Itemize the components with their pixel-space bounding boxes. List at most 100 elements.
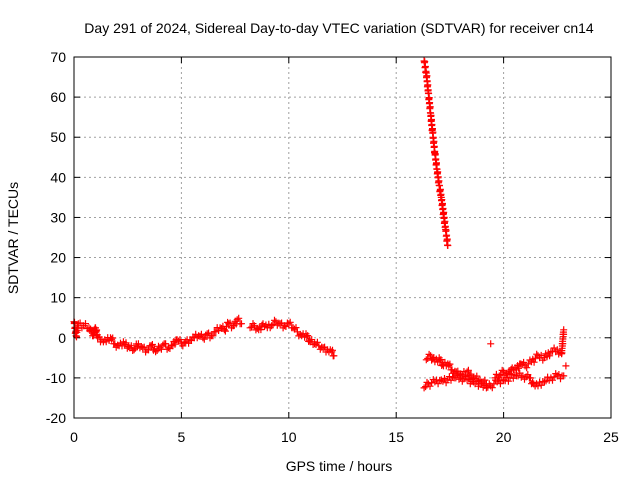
data-point — [428, 379, 436, 387]
y-tick-label: 30 — [50, 209, 66, 225]
data-point — [82, 320, 89, 328]
data-point — [200, 335, 208, 343]
y-tick-label: 10 — [50, 290, 66, 306]
data-point — [292, 324, 300, 332]
x-tick-label: 25 — [603, 429, 619, 445]
data-point — [122, 339, 130, 347]
data-point — [523, 364, 531, 372]
data-point — [285, 320, 293, 328]
data-point — [496, 380, 504, 388]
x-tick-label: 10 — [281, 429, 297, 445]
y-tick-label: -10 — [46, 370, 66, 386]
data-point — [304, 332, 312, 340]
data-point — [152, 348, 160, 356]
data-point — [276, 320, 284, 328]
data-point — [127, 342, 135, 350]
series-segment-spike — [420, 57, 452, 249]
data-point — [464, 366, 472, 374]
data-point — [488, 384, 496, 392]
data-point — [562, 362, 570, 370]
data-point — [446, 360, 454, 368]
data-point — [529, 378, 537, 386]
data-point — [286, 318, 294, 326]
x-tick-label: 5 — [178, 429, 186, 445]
y-tick-label: 0 — [58, 330, 66, 346]
data-point — [449, 373, 457, 381]
data-point — [443, 235, 451, 243]
data-point — [257, 326, 265, 334]
data-point — [121, 340, 129, 348]
grid-lines — [74, 57, 611, 418]
data-point — [328, 348, 336, 356]
y-tick-label: 40 — [50, 169, 66, 185]
data-point — [148, 341, 156, 348]
data-point — [511, 371, 519, 379]
data-point — [313, 338, 321, 346]
data-point — [550, 344, 558, 352]
data-point — [319, 344, 327, 352]
data-point — [171, 340, 179, 348]
data-point — [519, 372, 527, 380]
x-tick-label: 20 — [496, 429, 512, 445]
data-point — [162, 340, 170, 348]
series-segment-late-lower — [420, 369, 568, 392]
data-point — [520, 358, 528, 366]
data-point — [94, 334, 102, 342]
data-point — [139, 344, 147, 352]
data-point — [130, 346, 138, 354]
data-point — [445, 361, 453, 369]
y-tick-label: -20 — [46, 410, 66, 426]
plot-frame — [73, 56, 612, 419]
y-tick-label: 20 — [50, 250, 66, 266]
data-point — [527, 374, 534, 382]
data-point — [147, 342, 155, 350]
data-point — [233, 316, 241, 324]
data-point — [437, 376, 445, 384]
data-point — [167, 341, 175, 349]
data-point — [467, 370, 475, 378]
x-axis-label: GPS time / hours — [286, 458, 393, 474]
y-tick-label: 50 — [50, 129, 66, 145]
axis-ticks: -20 -10 0 10 20 30 40 50 60 70 0 5 10 15 20 25 — [46, 49, 619, 445]
data-point — [425, 350, 433, 358]
data-point — [457, 374, 465, 382]
data-point — [308, 336, 316, 344]
data-point — [555, 371, 563, 378]
data-point — [246, 324, 254, 332]
series-segment-midday — [246, 316, 338, 360]
data-point — [487, 340, 495, 348]
y-tick-label: 70 — [50, 49, 66, 65]
data-point — [108, 335, 116, 343]
data-point — [225, 320, 233, 328]
data-point — [550, 373, 558, 381]
data-point — [560, 326, 568, 334]
data-point — [330, 352, 338, 360]
data-point — [109, 334, 117, 342]
series-segment-early — [70, 314, 245, 356]
x-tick-label: 0 — [70, 429, 78, 445]
data-point — [530, 358, 538, 366]
data-points — [70, 57, 570, 392]
data-point — [444, 242, 452, 249]
data-point — [426, 382, 434, 390]
data-point — [203, 330, 211, 338]
data-point — [434, 380, 442, 388]
data-point — [437, 356, 445, 364]
data-point — [466, 372, 474, 380]
data-point — [329, 346, 336, 354]
data-point — [482, 384, 490, 392]
data-point — [176, 336, 184, 344]
data-point — [271, 316, 278, 324]
data-point — [546, 352, 554, 360]
data-point — [452, 368, 460, 376]
y-tick-label: 60 — [50, 89, 66, 105]
data-point — [504, 377, 512, 385]
data-point — [433, 159, 440, 167]
data-point — [463, 368, 471, 376]
series-segment-late-upper — [422, 326, 570, 388]
data-point — [515, 364, 523, 372]
data-point — [420, 384, 428, 392]
data-point — [549, 376, 556, 384]
data-point — [421, 58, 429, 66]
